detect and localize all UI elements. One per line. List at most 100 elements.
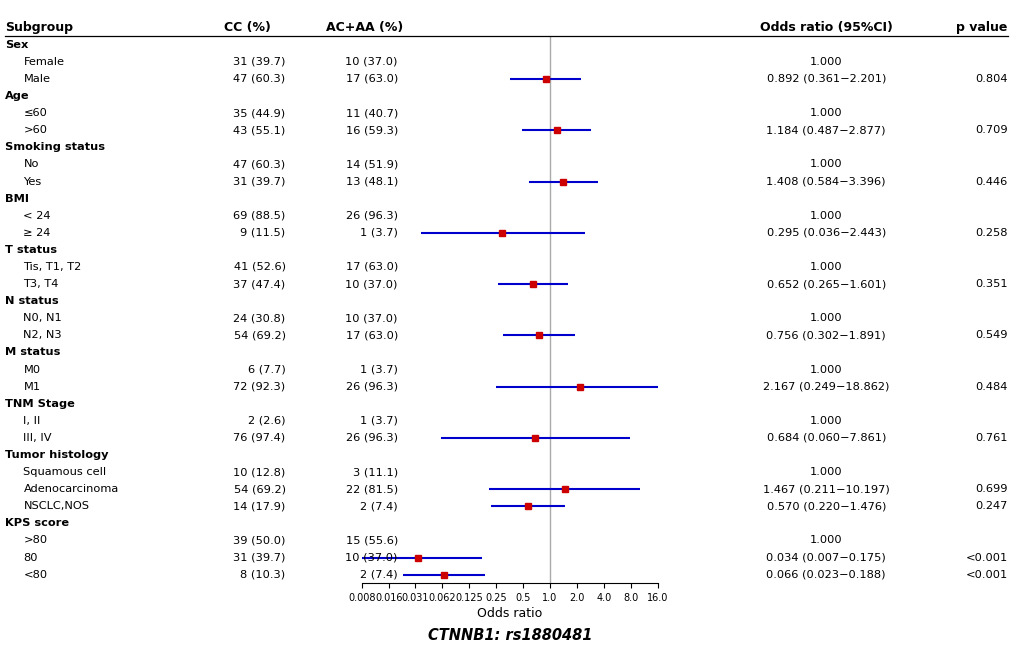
Text: 1.000: 1.000: [809, 536, 842, 546]
Text: 14 (51.9): 14 (51.9): [345, 159, 397, 169]
Text: 1 (3.7): 1 (3.7): [360, 416, 397, 426]
Text: < 24: < 24: [23, 211, 51, 221]
Text: 24 (30.8): 24 (30.8): [233, 313, 285, 324]
Text: 1.000: 1.000: [809, 57, 842, 67]
Text: BMI: BMI: [5, 194, 30, 204]
Text: M1: M1: [23, 382, 41, 391]
Text: 0.484: 0.484: [974, 382, 1007, 391]
Text: Subgroup: Subgroup: [5, 21, 73, 34]
Text: 2 (7.4): 2 (7.4): [360, 569, 397, 580]
Text: 39 (50.0): 39 (50.0): [233, 536, 285, 546]
Text: 1 (3.7): 1 (3.7): [360, 228, 397, 238]
Text: 0.570 (0.220−1.476): 0.570 (0.220−1.476): [765, 501, 886, 511]
Text: No: No: [23, 159, 39, 169]
Text: N status: N status: [5, 296, 59, 306]
Text: 1.184 (0.487−2.877): 1.184 (0.487−2.877): [765, 125, 886, 135]
Text: 41 (52.6): 41 (52.6): [233, 262, 285, 272]
Text: 1.000: 1.000: [809, 467, 842, 477]
Text: 80: 80: [23, 553, 38, 563]
Text: I, II: I, II: [23, 416, 41, 426]
Text: 54 (69.2): 54 (69.2): [233, 484, 285, 494]
Text: 1.000: 1.000: [809, 364, 842, 374]
Text: 2 (7.4): 2 (7.4): [360, 501, 397, 511]
Text: T3, T4: T3, T4: [23, 279, 59, 289]
Text: 9 (11.5): 9 (11.5): [240, 228, 285, 238]
Text: 8 (10.3): 8 (10.3): [240, 569, 285, 580]
Text: III, IV: III, IV: [23, 433, 52, 443]
Text: Squamous cell: Squamous cell: [23, 467, 106, 477]
Text: 31 (39.7): 31 (39.7): [233, 177, 285, 186]
Text: 76 (97.4): 76 (97.4): [233, 433, 285, 443]
Text: T status: T status: [5, 245, 57, 255]
Text: 0.892 (0.361−2.201): 0.892 (0.361−2.201): [765, 74, 886, 84]
Text: 10 (37.0): 10 (37.0): [345, 313, 397, 324]
Text: 0.684 (0.060−7.861): 0.684 (0.060−7.861): [765, 433, 886, 443]
Text: 17 (63.0): 17 (63.0): [345, 330, 397, 340]
Text: 1.000: 1.000: [809, 159, 842, 169]
Text: 0.066 (0.023−0.188): 0.066 (0.023−0.188): [765, 569, 886, 580]
Text: 10 (37.0): 10 (37.0): [345, 279, 397, 289]
Text: 0.549: 0.549: [974, 330, 1007, 340]
Text: 0.034 (0.007−0.175): 0.034 (0.007−0.175): [765, 553, 886, 563]
Text: 1.000: 1.000: [809, 313, 842, 324]
X-axis label: Odds ratio: Odds ratio: [477, 607, 542, 620]
Text: 0.756 (0.302−1.891): 0.756 (0.302−1.891): [765, 330, 886, 340]
Text: 0.446: 0.446: [974, 177, 1007, 186]
Text: Adenocarcinoma: Adenocarcinoma: [23, 484, 118, 494]
Text: 14 (17.9): 14 (17.9): [233, 501, 285, 511]
Text: 17 (63.0): 17 (63.0): [345, 262, 397, 272]
Text: ≤60: ≤60: [23, 108, 47, 118]
Text: 26 (96.3): 26 (96.3): [345, 433, 397, 443]
Text: 0.295 (0.036−2.443): 0.295 (0.036−2.443): [766, 228, 884, 238]
Text: 10 (37.0): 10 (37.0): [345, 57, 397, 67]
Text: 1.000: 1.000: [809, 211, 842, 221]
Text: TNM Stage: TNM Stage: [5, 399, 75, 409]
Text: NSCLC,NOS: NSCLC,NOS: [23, 501, 90, 511]
Text: 1 (3.7): 1 (3.7): [360, 364, 397, 374]
Text: 69 (88.5): 69 (88.5): [233, 211, 285, 221]
Text: 0.652 (0.265−1.601): 0.652 (0.265−1.601): [766, 279, 884, 289]
Text: M status: M status: [5, 347, 60, 357]
Text: 0.247: 0.247: [974, 501, 1007, 511]
Text: Odds ratio (95%CI): Odds ratio (95%CI): [759, 21, 892, 34]
Text: N0, N1: N0, N1: [23, 313, 62, 324]
Text: CC (%): CC (%): [224, 21, 271, 34]
Text: Tis, T1, T2: Tis, T1, T2: [23, 262, 82, 272]
Text: 47 (60.3): 47 (60.3): [233, 74, 285, 84]
Text: AC+AA (%): AC+AA (%): [326, 21, 404, 34]
Text: <80: <80: [23, 569, 48, 580]
Text: <0.001: <0.001: [965, 553, 1007, 563]
Text: Age: Age: [5, 91, 30, 101]
Text: 1.467 (0.211−10.197): 1.467 (0.211−10.197): [762, 484, 889, 494]
Text: 1.000: 1.000: [809, 416, 842, 426]
Text: 1.408 (0.584−3.396): 1.408 (0.584−3.396): [765, 177, 886, 186]
Text: 26 (96.3): 26 (96.3): [345, 211, 397, 221]
Text: 17 (63.0): 17 (63.0): [345, 74, 397, 84]
Text: p value: p value: [956, 21, 1007, 34]
Text: Sex: Sex: [5, 40, 29, 50]
Text: 0.709: 0.709: [974, 125, 1007, 135]
Text: 43 (55.1): 43 (55.1): [233, 125, 285, 135]
Text: Smoking status: Smoking status: [5, 142, 105, 152]
Text: >60: >60: [23, 125, 48, 135]
Text: 35 (44.9): 35 (44.9): [233, 108, 285, 118]
Text: 0.258: 0.258: [974, 228, 1007, 238]
Text: 31 (39.7): 31 (39.7): [233, 57, 285, 67]
Text: 72 (92.3): 72 (92.3): [233, 382, 285, 391]
Text: Female: Female: [23, 57, 64, 67]
Text: 15 (55.6): 15 (55.6): [345, 536, 397, 546]
Text: 2.167 (0.249−18.862): 2.167 (0.249−18.862): [762, 382, 889, 391]
Text: 6 (7.7): 6 (7.7): [248, 364, 285, 374]
Text: 0.351: 0.351: [974, 279, 1007, 289]
Text: M0: M0: [23, 364, 41, 374]
Text: <0.001: <0.001: [965, 569, 1007, 580]
Text: 11 (40.7): 11 (40.7): [345, 108, 397, 118]
Text: 10 (12.8): 10 (12.8): [233, 467, 285, 477]
Text: 1.000: 1.000: [809, 108, 842, 118]
Text: 3 (11.1): 3 (11.1): [353, 467, 397, 477]
Text: N2, N3: N2, N3: [23, 330, 62, 340]
Text: 37 (47.4): 37 (47.4): [233, 279, 285, 289]
Text: 47 (60.3): 47 (60.3): [233, 159, 285, 169]
Text: 0.761: 0.761: [974, 433, 1007, 443]
Text: 31 (39.7): 31 (39.7): [233, 553, 285, 563]
